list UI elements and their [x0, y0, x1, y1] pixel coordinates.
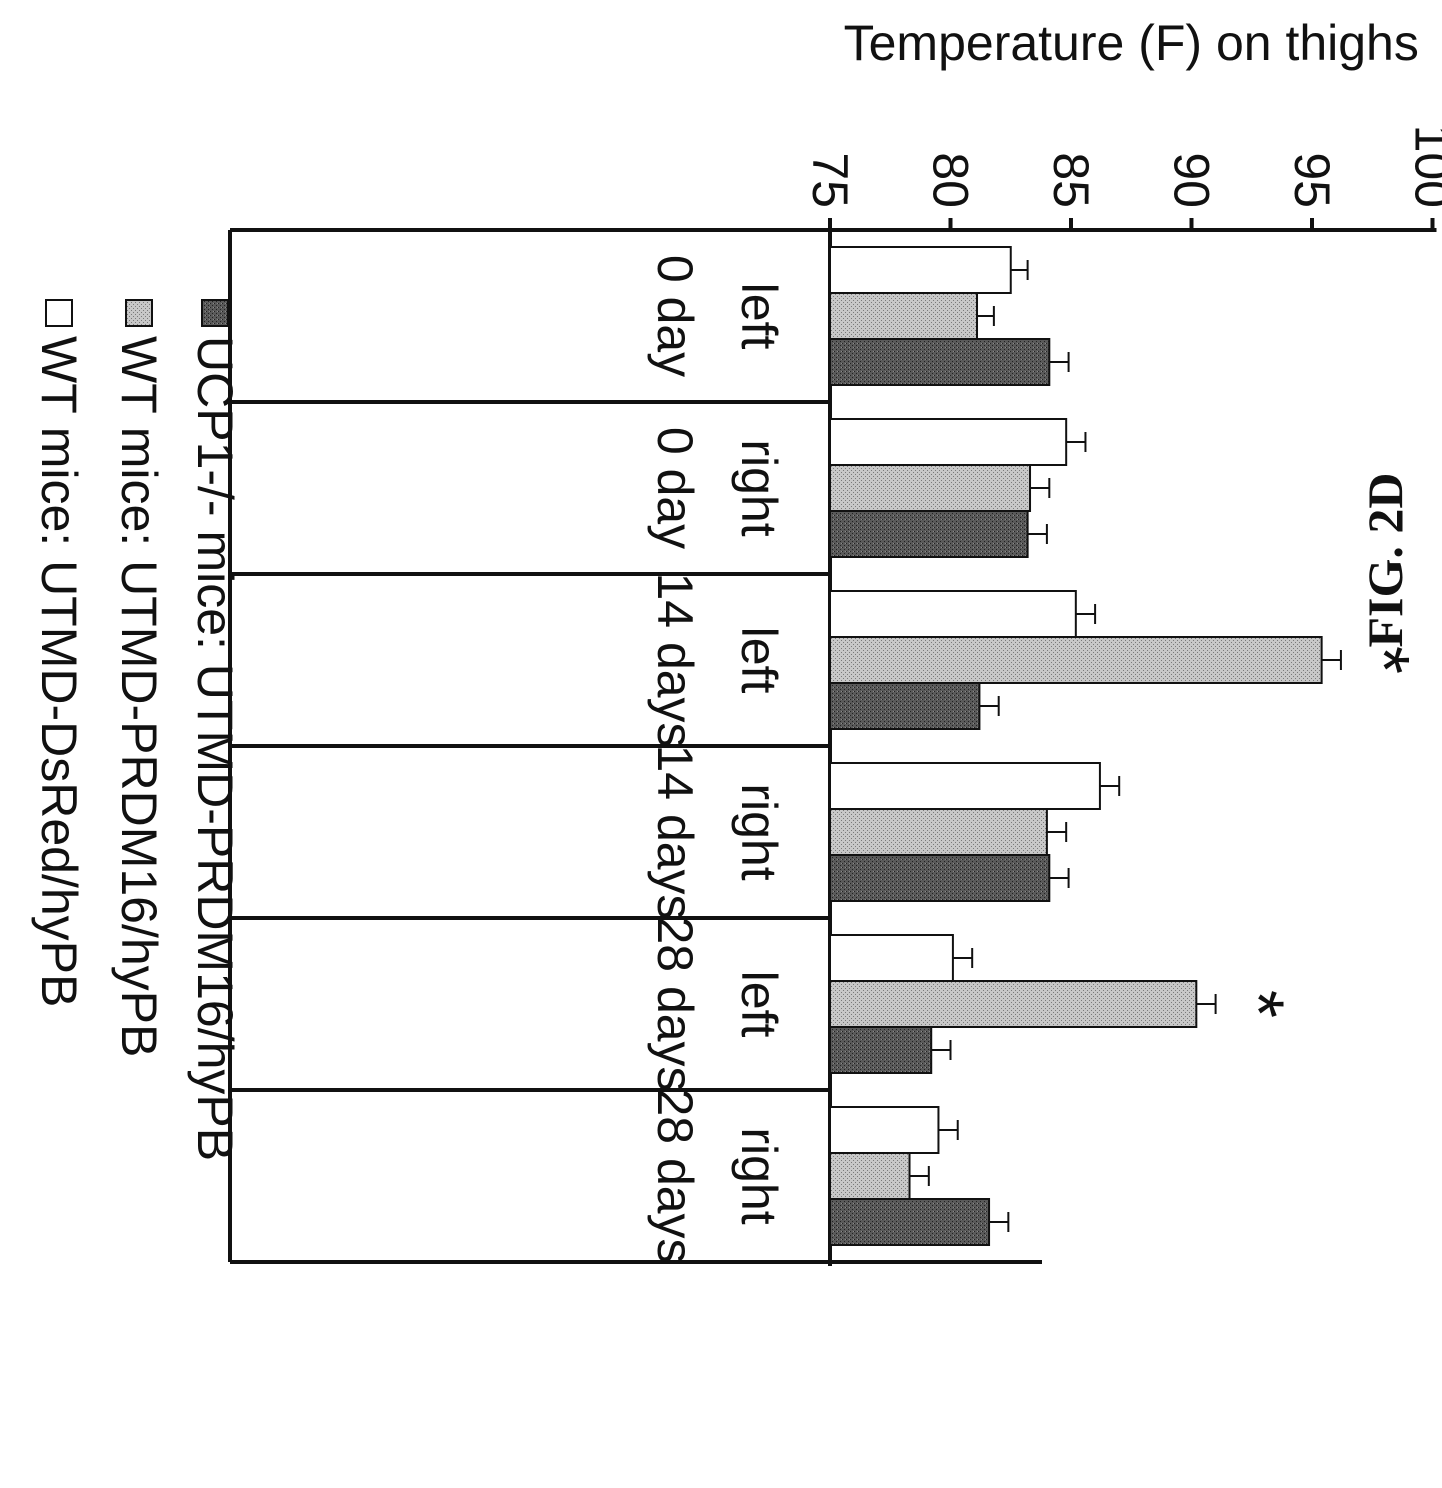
category-side-label: right	[731, 439, 787, 536]
y-tick-label: 95	[1284, 152, 1340, 208]
y-tick-label: 85	[1043, 152, 1099, 208]
category-time-label: 28 days	[647, 916, 703, 1091]
bar	[829, 1026, 933, 1074]
legend-swatch	[201, 299, 229, 327]
bar	[829, 1106, 940, 1154]
category-side-label: left	[731, 971, 787, 1038]
bar	[829, 590, 1077, 638]
y-tick-label: 100	[1405, 125, 1442, 208]
category-time-label: 28 days	[647, 1088, 703, 1263]
y-tick-label: 90	[1164, 152, 1220, 208]
legend-label: WT mice: UTMD-PRDM16/hyPB	[111, 336, 167, 1057]
category-time-label: 14 days	[647, 744, 703, 919]
y-tick-label: 75	[802, 152, 858, 208]
bar	[829, 934, 954, 982]
bar	[829, 854, 1051, 902]
category-table: left 0 day right 0 day left 14 days right 14 da…	[228, 228, 830, 1264]
bar	[828, 636, 1323, 684]
legend-label: UCP1-/- mice: UTMD-PRDM16/hyPB	[187, 336, 243, 1161]
bar	[829, 1152, 911, 1200]
y-axis-label: Temperature (F) on thighs	[844, 15, 1419, 71]
category-side-label: right	[731, 783, 787, 880]
bar	[829, 418, 1068, 466]
bar	[829, 292, 979, 340]
legend-swatch	[125, 299, 153, 327]
bar	[829, 762, 1101, 810]
bar	[829, 246, 1012, 294]
bar	[829, 464, 1032, 512]
figure-label: FIG. 2D	[1357, 473, 1413, 648]
category-side-label: right	[731, 1127, 787, 1224]
category-side-label: left	[731, 627, 787, 694]
category-time-label: 0 day	[647, 255, 703, 377]
category-side-label: left	[731, 283, 787, 350]
bar	[829, 980, 1198, 1028]
bar	[829, 682, 981, 730]
bar	[829, 510, 1029, 558]
legend: WT mice: UTMD-DsRed/hyPB WT mice: UTMD-PR…	[31, 299, 243, 1161]
bar	[829, 338, 1051, 386]
bar	[829, 808, 1048, 856]
bars: **	[828, 246, 1423, 1246]
significance-asterisk: *	[1343, 646, 1423, 674]
category-time-label: 0 day	[647, 427, 703, 549]
significance-asterisk: *	[1218, 990, 1298, 1018]
category-time-label: 14 days	[647, 572, 703, 747]
legend-label: WT mice: UTMD-DsRed/hyPB	[31, 336, 87, 1007]
bar	[829, 1198, 991, 1246]
legend-swatch	[45, 299, 73, 327]
y-tick-label: 80	[923, 152, 979, 208]
